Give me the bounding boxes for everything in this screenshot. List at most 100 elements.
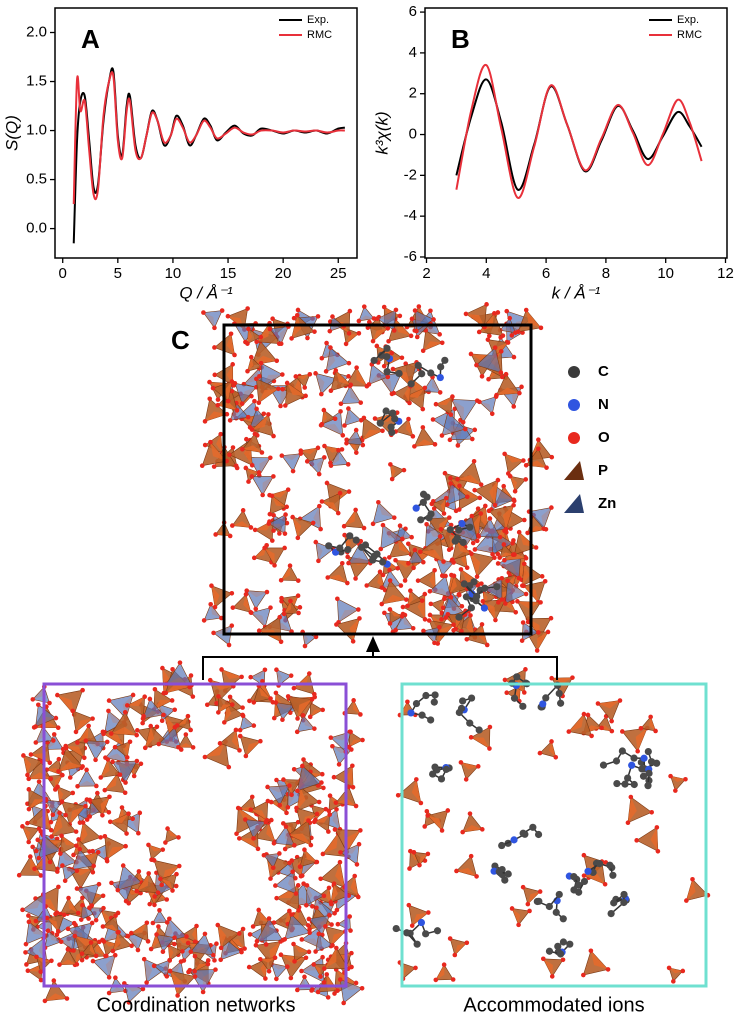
atom [510, 694, 519, 702]
tetrahedron [152, 909, 168, 924]
o-atom [321, 966, 327, 971]
tetrahedron [380, 524, 404, 550]
o-atom [249, 794, 255, 800]
o-atom [542, 579, 548, 584]
tetra-face [502, 505, 514, 530]
o-atom [205, 961, 211, 967]
o-atom [319, 391, 324, 397]
atom [433, 927, 442, 935]
tetra-face [499, 552, 514, 558]
o-atom [680, 968, 686, 974]
o-atom [152, 902, 157, 908]
o-atom [239, 674, 244, 680]
atom [535, 897, 543, 905]
o-atom [214, 700, 219, 706]
o-atom [328, 463, 334, 468]
o-atom [401, 467, 407, 473]
o-atom [313, 634, 319, 640]
o-atom [348, 729, 353, 735]
o-atom [252, 527, 258, 533]
o-atom [271, 528, 276, 533]
o-atom [272, 955, 278, 961]
tetra-face [287, 871, 296, 894]
o-atom [501, 542, 507, 547]
o-atom [160, 949, 166, 955]
o-atom [318, 526, 323, 532]
tetra-face [102, 924, 119, 933]
tetra-face [77, 780, 97, 787]
tetra-face [287, 382, 306, 396]
tetra-face [462, 825, 483, 833]
atom [430, 698, 438, 706]
o-atom [484, 642, 490, 648]
o-atom [335, 921, 341, 927]
o-atom [350, 639, 356, 644]
o-atom [125, 933, 131, 939]
o-atom [306, 818, 311, 823]
atom [466, 523, 474, 531]
o-atom [468, 853, 474, 859]
o-atom [350, 784, 356, 790]
atom [495, 868, 503, 876]
o-atom [472, 547, 478, 552]
o-atom [328, 735, 334, 740]
o-atom [213, 532, 218, 537]
o-atom [156, 741, 162, 747]
o-atom [538, 600, 543, 605]
tetra-face [404, 384, 411, 403]
o-atom [501, 483, 506, 489]
o-atom [229, 379, 235, 384]
o-atom [190, 694, 196, 699]
o-atom [134, 758, 140, 764]
o-atom [335, 596, 340, 602]
tetra-face [106, 846, 126, 860]
o-atom [323, 924, 328, 929]
tetra-face [23, 755, 32, 775]
tetra-face [405, 419, 413, 437]
o-atom [262, 545, 267, 551]
o-atom [243, 592, 249, 597]
o-atom [433, 401, 439, 407]
tetra-face [145, 726, 155, 748]
tetra-face [449, 575, 457, 594]
o-atom [549, 974, 555, 979]
tetra-face [321, 424, 343, 436]
o-atom [248, 525, 254, 530]
x-tick-label: 2 [422, 265, 430, 282]
tetra-face [204, 741, 226, 758]
o-atom [211, 464, 217, 469]
o-atom [403, 597, 409, 602]
tetra-face [269, 622, 292, 632]
tetrahedron [475, 347, 502, 373]
o-atom [57, 810, 62, 816]
o-atom [469, 436, 475, 442]
o-atom [240, 446, 245, 452]
o-atom [291, 766, 297, 772]
o-atom [226, 642, 232, 648]
atom [378, 351, 386, 359]
o-atom [245, 306, 250, 311]
o-atom [316, 558, 321, 564]
o-atom [418, 800, 424, 806]
o-atom [489, 411, 495, 417]
o-atom [324, 480, 330, 486]
o-atom [268, 605, 273, 610]
o-atom [507, 315, 513, 321]
tetra-face [315, 809, 326, 820]
o-atom [465, 494, 470, 500]
tetra-face [239, 838, 258, 849]
o-atom [227, 694, 233, 700]
o-atom [229, 590, 235, 596]
o-atom [282, 545, 287, 551]
o-atom [525, 619, 531, 625]
tetra-face [258, 685, 271, 699]
o-atom [321, 785, 326, 791]
tetra-face [482, 601, 496, 621]
o-atom [510, 541, 515, 546]
o-atom [289, 336, 294, 341]
o-atom [102, 834, 108, 839]
o-atom [441, 511, 447, 516]
o-atom [178, 959, 184, 964]
o-atom [333, 368, 339, 373]
o-atom [536, 630, 541, 635]
